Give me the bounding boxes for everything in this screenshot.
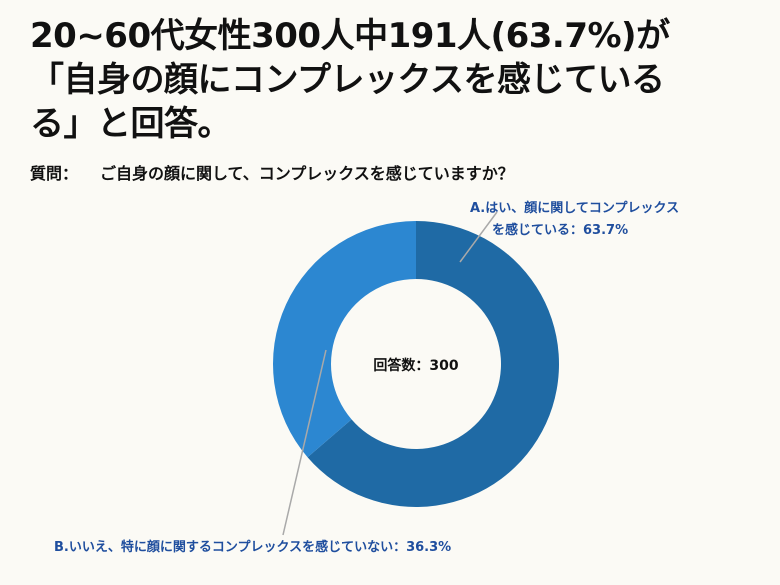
title-line-1: 20~60代女性300人中191人(63.7%)が: [30, 16, 670, 56]
leader-lines: [282, 211, 498, 536]
slice-label-b: B.いいえ、特に顔に関するコンプレックスを感じていない：36.3%: [54, 540, 452, 555]
leader-line-a: [459, 211, 498, 263]
slice-label-a-line-1: A.はい、顔に関してコンプレックス: [470, 201, 680, 216]
donut-slice-b: [273, 221, 416, 458]
donut-slices: [273, 221, 559, 508]
title-line-3: る」と回答。: [30, 104, 232, 144]
donut-slice-a: [307, 221, 559, 508]
survey-question: 質問： ご自身の顔に関して、コンプレックスを感じていますか？: [30, 160, 750, 184]
slice-label-a-line-2: を感じている：63.7%: [492, 223, 629, 238]
chart-title: 20~60代女性300人中191人(63.7%)が 「自身の顔にコンプレックスを…: [30, 14, 760, 146]
question-text: ご自身の顔に関して、コンプレックスを感じていますか？: [100, 164, 514, 183]
question-label: 質問：: [30, 164, 79, 183]
leader-line-b: [282, 349, 327, 536]
center-total-label: 回答数：300: [373, 357, 458, 374]
title-line-2: 「自身の顔にコンプレックスを感じている: [30, 60, 665, 100]
slice-label-a: A.はい、顔に関してコンプレックス を感じている：63.7%: [470, 198, 770, 242]
